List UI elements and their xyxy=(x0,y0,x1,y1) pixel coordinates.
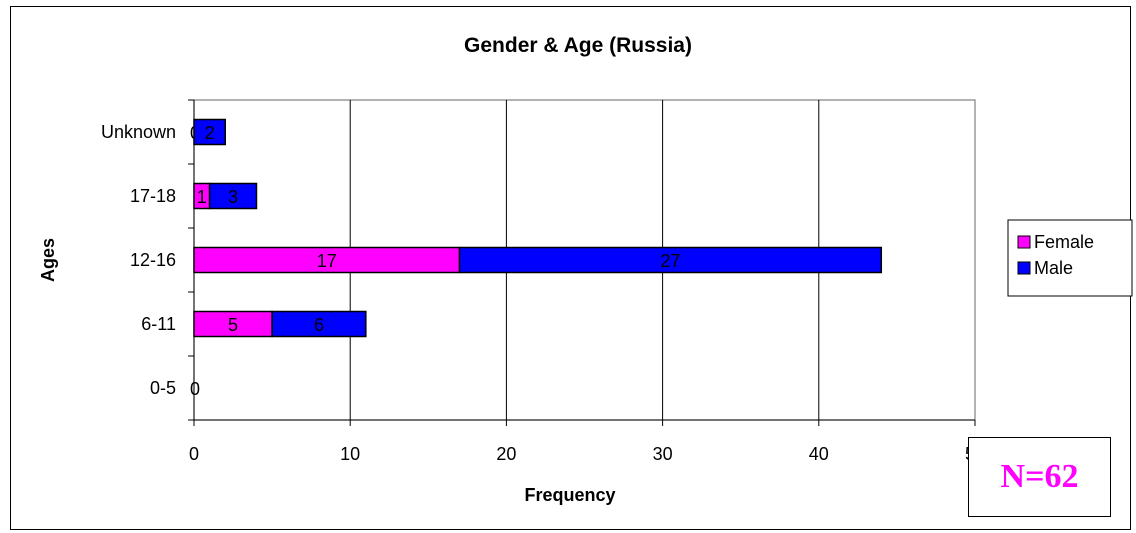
legend-label-male: Male xyxy=(1034,258,1073,278)
y-tick-label-unknown: Unknown xyxy=(101,122,176,142)
bar-male-6-11 xyxy=(271,310,367,338)
data-label-male-6-11: 6 xyxy=(314,315,324,335)
data-label-female-6-11: 5 xyxy=(228,315,238,335)
y-tick-label-12-16: 12-16 xyxy=(130,250,176,270)
bar-male-unknown xyxy=(193,118,226,146)
y-tick-label-17-18: 17-18 xyxy=(130,186,176,206)
chart-title: Gender & Age (Russia) xyxy=(464,34,692,57)
x-tick-label-20: 20 xyxy=(496,444,516,464)
y-axis-title: Ages xyxy=(38,238,58,282)
x-tick-label-10: 10 xyxy=(340,444,360,464)
bar-male-12-16 xyxy=(458,246,883,274)
y-tick-label-0-5: 0-5 xyxy=(150,378,176,398)
data-label-female-0-5: 0 xyxy=(190,379,200,399)
data-label-male-17-18: 3 xyxy=(228,187,238,207)
legend-swatch-male xyxy=(1017,261,1031,275)
sample-size-box: N=62 xyxy=(968,437,1111,517)
x-tick-label-30: 30 xyxy=(653,444,673,464)
legend-label-female: Female xyxy=(1034,232,1094,252)
legend-box xyxy=(1007,219,1133,297)
sample-size-label: N=62 xyxy=(1000,458,1079,495)
data-label-female-17-18: 1 xyxy=(197,187,207,207)
bar-male-17-18 xyxy=(208,182,258,210)
x-tick-label-40: 40 xyxy=(809,444,829,464)
x-tick-label-0: 0 xyxy=(189,444,199,464)
legend-swatch-female xyxy=(1017,235,1031,249)
bar-female-6-11 xyxy=(193,310,273,338)
data-label-female-12-16: 17 xyxy=(317,251,337,271)
y-tick-label-6-11: 6-11 xyxy=(141,314,176,334)
data-label-male-12-16: 27 xyxy=(660,251,680,271)
bar-female-12-16 xyxy=(193,246,461,274)
data-label-male-unknown: 2 xyxy=(205,123,215,143)
x-axis-title: Frequency xyxy=(524,485,615,505)
